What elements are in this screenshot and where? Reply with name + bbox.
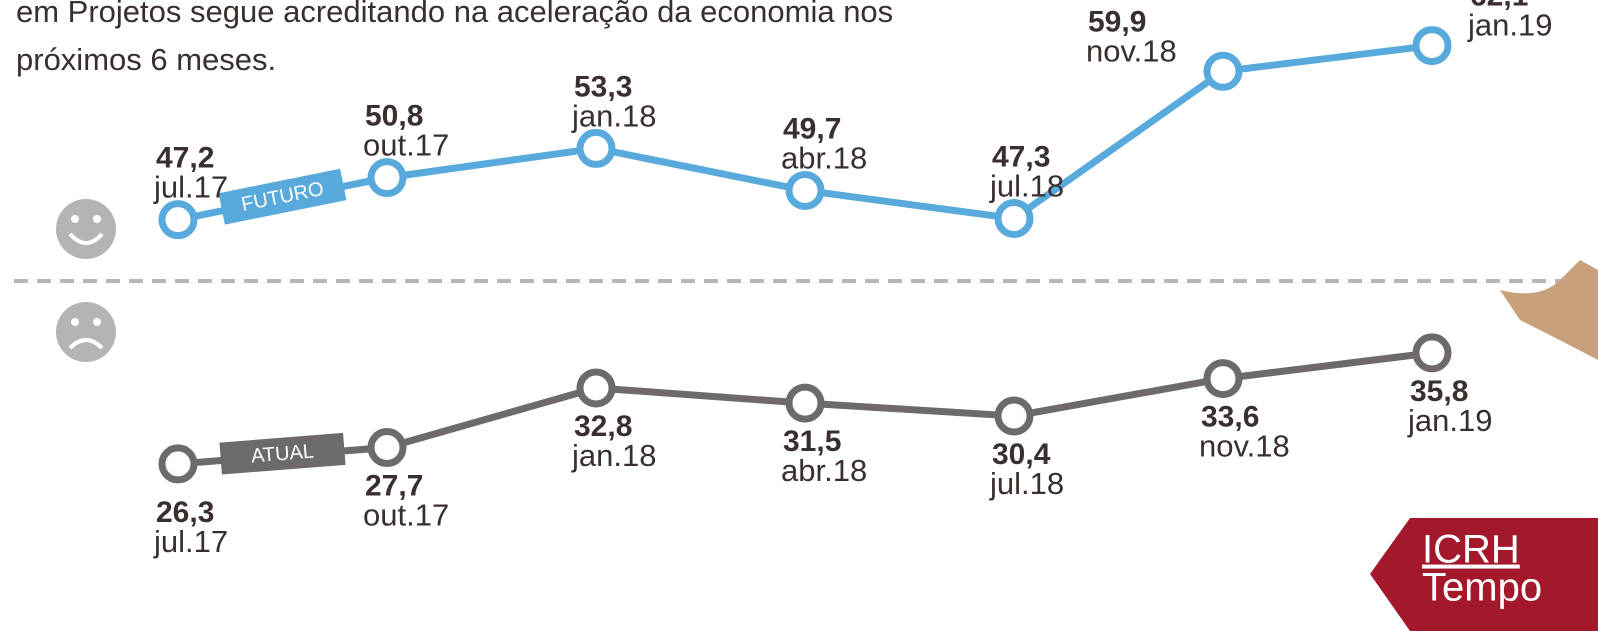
value-label: 30,4	[992, 438, 1051, 471]
badge-subtitle: Tempo	[1422, 566, 1542, 610]
happy-face	[56, 199, 116, 259]
category-label: out.17	[363, 128, 449, 163]
point	[576, 128, 616, 168]
series-name: ATUAL	[250, 441, 315, 468]
badge-title: ICRH	[1422, 528, 1520, 572]
category-label: jul.17	[153, 524, 228, 559]
series-tag-box	[218, 168, 347, 225]
value-label: 35,8	[1410, 375, 1468, 408]
subtitle-line: em Projetos segue acreditando na acelera…	[16, 0, 893, 29]
value-label: 50,8	[365, 100, 423, 133]
value-label: 31,5	[783, 425, 841, 458]
category-label: nov.18	[1086, 33, 1177, 68]
series-tag: ATUAL	[219, 432, 346, 475]
point	[1412, 333, 1452, 373]
category-label: jan.19	[1407, 403, 1492, 438]
point	[576, 368, 616, 408]
point	[785, 383, 825, 423]
sad-face	[56, 302, 116, 362]
subtitle-line: próximos 6 meses.	[16, 42, 276, 77]
category-label: abr.18	[781, 140, 867, 175]
value-label: 49,7	[783, 112, 841, 145]
point	[1203, 51, 1243, 91]
value-label: 26,3	[156, 496, 214, 529]
series-tag-box	[219, 432, 346, 475]
category-label: jul.18	[989, 466, 1064, 501]
category-label: abr.18	[781, 453, 867, 488]
point	[1412, 26, 1452, 66]
value-label: 32,8	[574, 410, 632, 443]
series-tag: FUTURO	[218, 168, 347, 225]
value-label: 47,3	[992, 141, 1050, 174]
category-label: jul.17	[153, 170, 228, 205]
badge: ICRH Tempo	[1370, 518, 1598, 631]
value-label: 59,9	[1088, 5, 1146, 38]
value-label: 33,6	[1201, 401, 1259, 434]
category-label: nov.18	[1199, 429, 1290, 464]
category-label: jul.18	[989, 169, 1064, 204]
category-label: jan.18	[571, 98, 656, 133]
value-label: 53,3	[574, 70, 632, 103]
hand-illustration	[1500, 260, 1598, 360]
point	[1203, 359, 1243, 399]
value-label: 47,2	[156, 142, 214, 175]
value-label: 27,7	[365, 470, 423, 503]
category-label: out.17	[363, 498, 449, 533]
category-label: jan.18	[571, 438, 656, 473]
point	[785, 170, 825, 210]
point	[367, 428, 407, 468]
category-label: jan.19	[1467, 8, 1552, 43]
point	[158, 200, 198, 240]
point	[367, 158, 407, 198]
point	[994, 396, 1034, 436]
point	[158, 444, 198, 484]
value-label: 62,1	[1470, 0, 1528, 13]
point	[994, 199, 1034, 239]
